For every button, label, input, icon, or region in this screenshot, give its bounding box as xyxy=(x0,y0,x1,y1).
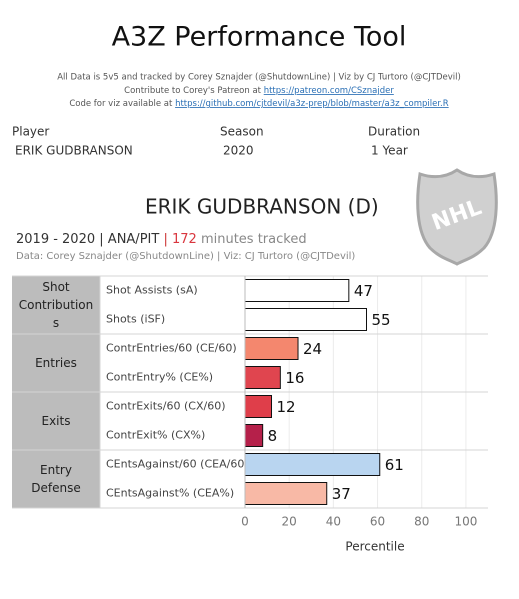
logo: NHL xyxy=(416,168,498,266)
link[interactable]: https://github.com/cjtdevil/a3z-prep/blo… xyxy=(175,99,449,109)
logo-shield xyxy=(416,168,498,266)
group-cell xyxy=(12,276,100,334)
x-tick-label: 40 xyxy=(326,515,341,529)
credit: All Data is 5v5 and tracked by Corey Szn… xyxy=(57,73,461,83)
category-label: ContrEntry% (CE%) xyxy=(106,371,213,384)
credit: Code for viz available at https://github… xyxy=(69,99,448,109)
group-cell xyxy=(12,334,100,392)
category-label: CEntsAgainst/60 (CEA/60) xyxy=(106,458,249,471)
data-label: 12 xyxy=(277,398,296,416)
data-label: 37 xyxy=(332,485,351,503)
chart-subtitle: 2019 - 2020 | ANA/PIT | 172 minutes trac… xyxy=(16,232,307,247)
group-label: Exits xyxy=(41,414,71,428)
group-label-box: Exits xyxy=(41,414,71,428)
category-label: Shot Assists (sA) xyxy=(106,284,198,297)
data-label: 61 xyxy=(385,456,404,474)
category-label: CEntsAgainst% (CEA%) xyxy=(106,487,234,500)
title: A3Z Performance Tool xyxy=(112,22,407,53)
x-tick-label: 20 xyxy=(282,515,297,529)
filter-value[interactable]: ERIK GUDBRANSON xyxy=(15,144,133,158)
bar xyxy=(244,337,299,360)
data-label: 16 xyxy=(285,369,304,387)
group-cell xyxy=(12,450,100,508)
season: 2019 - 2020 xyxy=(16,232,95,247)
bar xyxy=(244,395,273,418)
group-label-box: Entry Defense xyxy=(31,463,81,495)
x-axis-label: Percentile xyxy=(345,540,404,554)
group-cell xyxy=(12,392,100,450)
team: ANA/PIT xyxy=(108,232,160,247)
category-label: Shots (iSF) xyxy=(106,313,165,326)
category-label: ContrExit% (CX%) xyxy=(106,429,205,442)
bar xyxy=(244,482,328,505)
group-label-box: Entries xyxy=(35,356,77,370)
minutes: 172 xyxy=(172,232,197,247)
category-label: ContrEntries/60 (CE/60) xyxy=(106,342,237,355)
filter-label: Season xyxy=(220,125,264,139)
x-tick-label: 60 xyxy=(370,515,385,529)
group-label: Shot Contributions xyxy=(18,280,94,330)
separator: | xyxy=(163,232,167,247)
separator: | xyxy=(99,232,103,247)
bar xyxy=(244,453,381,476)
group-label-box: Shot Contributions xyxy=(18,280,94,330)
bar xyxy=(244,424,264,447)
bar xyxy=(244,279,350,302)
filter-label: Duration xyxy=(368,125,420,139)
data-label: 47 xyxy=(354,282,373,300)
x-tick-label: 100 xyxy=(454,515,477,529)
bar xyxy=(244,366,281,389)
source: Data: Corey Sznajder (@ShutdownLine) | V… xyxy=(16,251,355,262)
credit: Contribute to Corey's Patreon at xyxy=(124,86,261,96)
filter-label: Player xyxy=(12,125,49,139)
chart-title: ERIK GUDBRANSON (D) xyxy=(145,195,379,219)
data-label: 55 xyxy=(372,311,391,329)
group-label: Entry Defense xyxy=(31,463,81,495)
x-tick-label: 0 xyxy=(241,515,249,529)
filter-value[interactable]: 2020 xyxy=(223,144,254,158)
group-label: Entries xyxy=(35,356,77,370)
minutes-label: minutes tracked xyxy=(201,232,307,247)
data-label: 8 xyxy=(268,427,278,445)
credit: Contribute to Corey's Patreon at https:/… xyxy=(124,86,394,96)
data-label: 24 xyxy=(303,340,322,358)
category-label: ContrExits/60 (CX/60) xyxy=(106,400,225,413)
link[interactable]: https://patreon.com/CSznajder xyxy=(264,86,395,96)
credit: Code for viz available at xyxy=(69,99,173,109)
bar xyxy=(244,308,367,331)
x-tick-label: 80 xyxy=(414,515,429,529)
filter-value[interactable]: 1 Year xyxy=(371,144,408,158)
